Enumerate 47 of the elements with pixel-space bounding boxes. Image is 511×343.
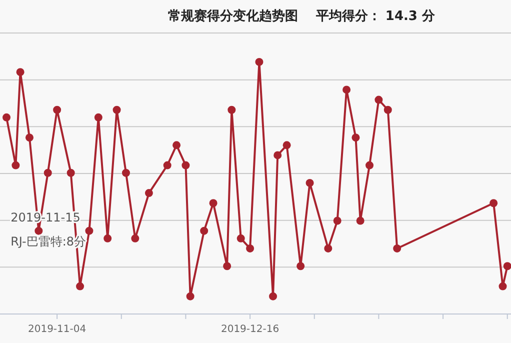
point: [269, 292, 278, 300]
point: [182, 161, 190, 170]
point: [374, 96, 383, 104]
point: [200, 226, 208, 235]
point: [296, 262, 305, 270]
point: [16, 68, 24, 76]
point: [12, 161, 20, 170]
point: [66, 168, 75, 177]
point: [104, 234, 112, 242]
point: [172, 141, 181, 150]
point: [236, 234, 245, 242]
point: [282, 141, 291, 150]
point: [324, 244, 332, 252]
point: [246, 244, 254, 252]
point: [85, 226, 94, 235]
x-tick-label: 2019-11-04: [28, 324, 86, 335]
point: [131, 234, 140, 242]
x-tick-label: 2019-12-16: [220, 324, 280, 335]
point: [306, 178, 314, 187]
point: [393, 244, 402, 252]
point: [144, 189, 153, 198]
point: [274, 151, 282, 160]
point: [76, 282, 84, 290]
point: [186, 292, 194, 300]
point: [255, 58, 264, 66]
point: [122, 168, 130, 177]
point: [34, 226, 43, 235]
point: [163, 161, 172, 170]
point: [53, 106, 62, 114]
point: [2, 113, 11, 122]
point: [352, 134, 360, 142]
point: [209, 199, 218, 208]
chart-title: 常规赛得分变化趋势图 平均得分： 14.3 分: [168, 8, 436, 24]
point: [333, 216, 342, 225]
point: [223, 262, 232, 270]
point: [498, 282, 507, 290]
point: [356, 216, 364, 225]
point: [94, 113, 102, 122]
point: [503, 262, 511, 270]
point: [228, 106, 236, 114]
point: [25, 134, 34, 142]
point: [490, 199, 498, 208]
point: [342, 86, 351, 94]
point: [44, 168, 52, 177]
point: [112, 106, 121, 114]
point: [366, 161, 374, 170]
point: [384, 106, 392, 114]
